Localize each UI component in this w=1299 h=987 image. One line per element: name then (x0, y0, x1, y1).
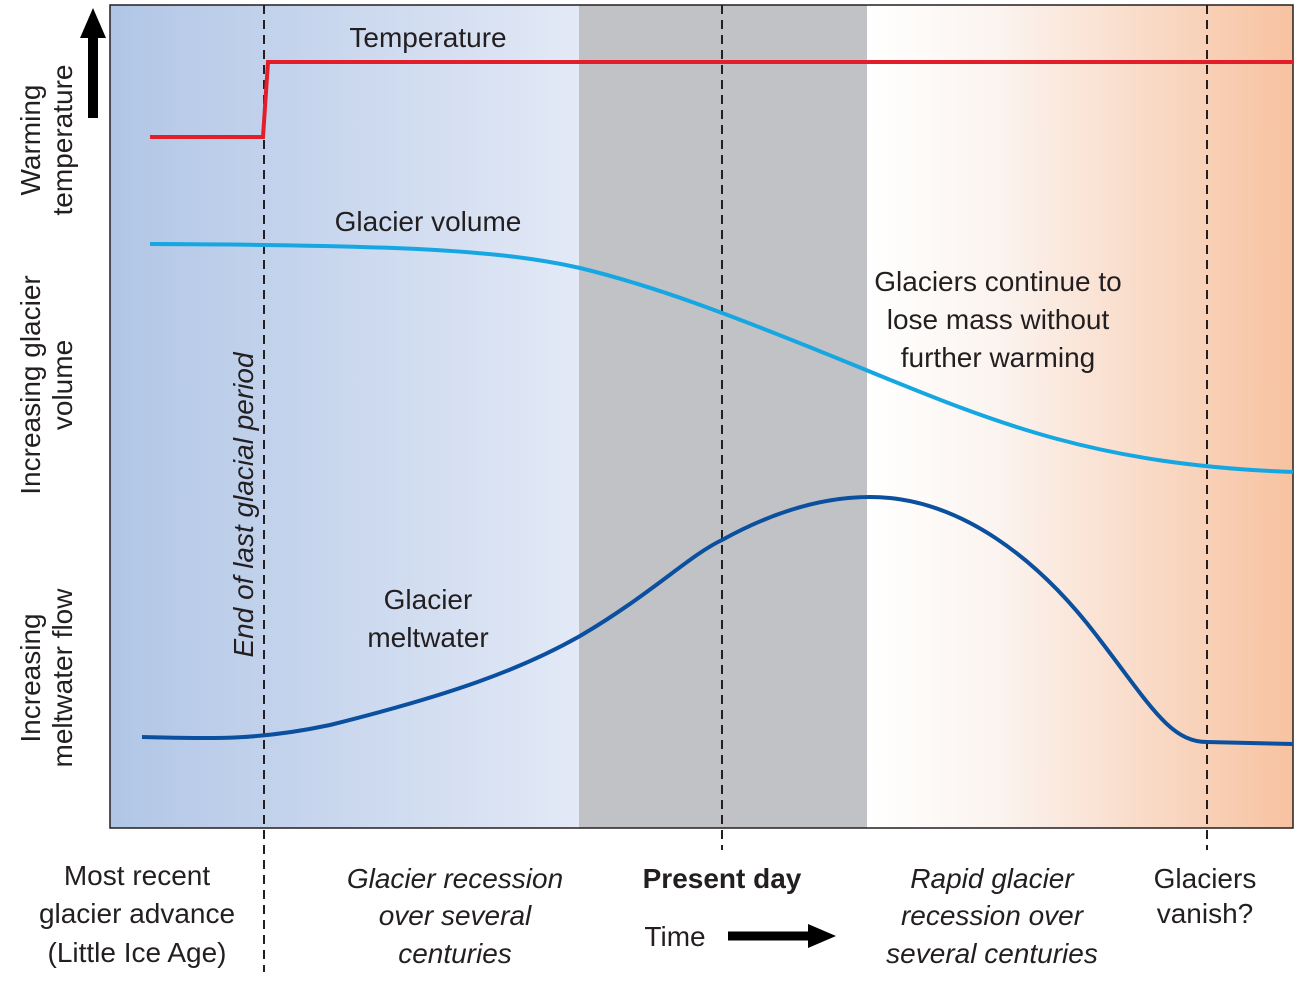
y-label: Warmingtemperature (15, 65, 78, 216)
annotation: End of last glacial period (228, 351, 259, 658)
y-arrow-head (80, 8, 106, 38)
curve-label: Glacier meltwater (367, 584, 488, 653)
frame (109, 4, 1294, 829)
x-label: Glaciers vanish? (1154, 863, 1257, 929)
time-arrow-head (808, 924, 836, 948)
background-future (867, 5, 1293, 828)
y-label: Increasingmeltwater flow (15, 588, 78, 768)
meltwater-curve (141, 494, 1294, 746)
background-past (110, 5, 579, 828)
temperature-curve (150, 60, 1293, 139)
curve-label: Glacier volume (335, 206, 522, 237)
curve-label: Temperature (349, 22, 506, 53)
x-label: Time (644, 921, 705, 952)
x-label: Glacier recession over several centuries (347, 863, 563, 969)
volume-curve (149, 242, 1294, 474)
annotation: Glaciers continue to lose mass without fur… (874, 266, 1121, 373)
x-label: Present day (643, 863, 802, 894)
y-label: Increasing glaciervolume (15, 275, 78, 494)
x-label: Most recent glacier advance (Little Ice Ag… (39, 860, 235, 968)
x-label: Rapid glacier recession over several centu… (886, 863, 1098, 969)
